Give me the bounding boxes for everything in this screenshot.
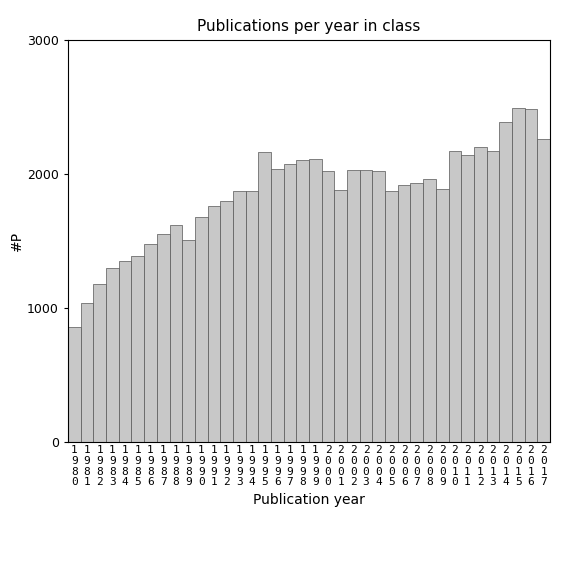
Bar bbox=[524, 109, 538, 442]
Bar bbox=[448, 151, 461, 442]
Bar bbox=[144, 244, 157, 442]
Bar bbox=[335, 190, 347, 442]
Bar bbox=[271, 168, 284, 442]
Bar bbox=[398, 185, 411, 442]
Bar bbox=[423, 179, 436, 442]
Bar bbox=[512, 108, 524, 442]
Bar bbox=[68, 327, 81, 442]
Bar bbox=[538, 139, 550, 442]
Bar bbox=[81, 303, 94, 442]
Bar bbox=[246, 191, 259, 442]
Bar bbox=[182, 240, 195, 442]
Bar bbox=[132, 256, 144, 442]
Y-axis label: #P: #P bbox=[10, 231, 24, 251]
Bar bbox=[208, 206, 220, 442]
Bar bbox=[500, 121, 512, 442]
Bar bbox=[347, 170, 359, 442]
Bar bbox=[284, 164, 297, 442]
Bar bbox=[94, 284, 106, 442]
Bar bbox=[220, 201, 233, 442]
Bar bbox=[359, 170, 373, 442]
Title: Publications per year in class: Publications per year in class bbox=[197, 19, 421, 35]
X-axis label: Publication year: Publication year bbox=[253, 493, 365, 507]
Bar bbox=[411, 183, 423, 442]
Bar bbox=[373, 171, 385, 442]
Bar bbox=[106, 268, 119, 442]
Bar bbox=[385, 191, 398, 442]
Bar bbox=[170, 225, 182, 442]
Bar bbox=[157, 234, 170, 442]
Bar bbox=[321, 171, 335, 442]
Bar bbox=[119, 261, 132, 442]
Bar bbox=[461, 155, 474, 442]
Bar bbox=[297, 160, 309, 442]
Bar bbox=[233, 191, 246, 442]
Bar bbox=[259, 153, 271, 442]
Bar bbox=[486, 151, 500, 442]
Bar bbox=[474, 147, 486, 442]
Bar bbox=[309, 159, 321, 442]
Bar bbox=[195, 217, 208, 442]
Bar bbox=[436, 189, 448, 442]
